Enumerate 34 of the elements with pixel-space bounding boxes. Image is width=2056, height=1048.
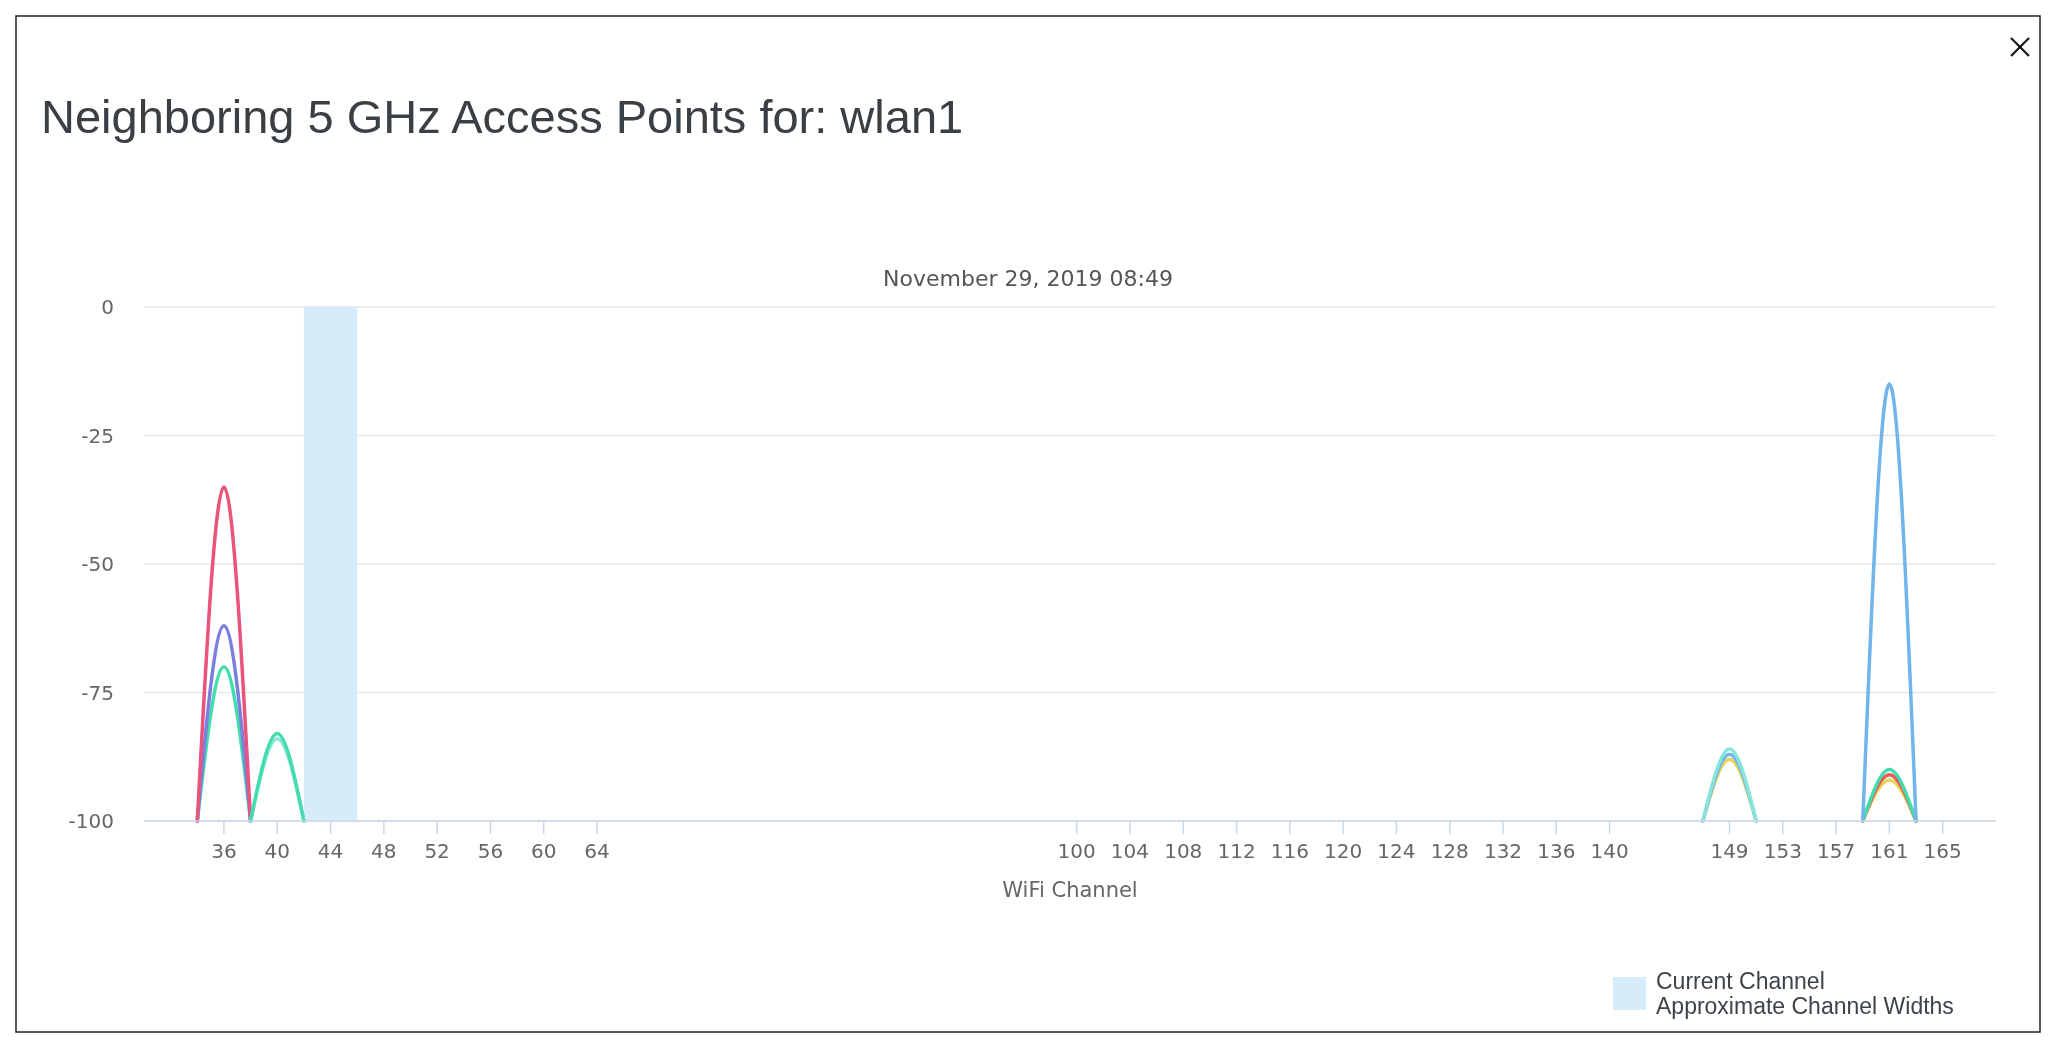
y-tick-label: -25 [81, 423, 114, 448]
chart-title: Neighboring 5 GHz Access Points for: wlan1 [41, 90, 964, 143]
y-tick-label: -100 [68, 809, 114, 833]
y-tick-label: -50 [81, 552, 114, 576]
x-tick-label: 120 [1324, 839, 1363, 863]
x-tick-label: 149 [1710, 839, 1749, 863]
x-tick-label: 100 [1057, 839, 1096, 863]
x-axis-title: WiFi Channel [1002, 878, 1138, 902]
x-tick-label: 132 [1483, 839, 1523, 863]
legend-label: Current Channel [1656, 968, 1825, 994]
x-tick-label: 128 [1430, 839, 1469, 863]
x-tick-label: 60 [530, 839, 557, 863]
x-tick-label: 44 [317, 839, 344, 863]
x-tick-label: 124 [1377, 839, 1416, 863]
text: Approximate Channel Widths [1656, 993, 1954, 1019]
x-tick-label: 157 [1817, 839, 1856, 863]
y-tick-label: -75 [81, 680, 114, 705]
x-tick-label: 165 [1923, 839, 1962, 863]
x-tick-label: 161 [1870, 839, 1909, 863]
x-tick-label: 153 [1763, 839, 1802, 863]
x-tick-label: 56 [477, 839, 504, 863]
x-tick-label: 48 [371, 839, 397, 863]
y-tick-label: 0 [101, 295, 114, 319]
x-tick-label: 104 [1110, 839, 1150, 863]
x-tick-label: 36 [211, 839, 237, 863]
x-tick-label: 116 [1270, 839, 1309, 863]
x-tick-label: 112 [1217, 839, 1256, 863]
x-tick-label: 52 [424, 839, 450, 863]
x-tick-label: 40 [264, 839, 290, 863]
x-tick-label: 64 [584, 839, 610, 863]
x-tick-label: 140 [1590, 839, 1629, 863]
chart-subtitle: November 29, 2019 08:49 [883, 266, 1173, 291]
x-tick-label: 136 [1537, 839, 1576, 863]
x-tick-label: 108 [1164, 839, 1203, 863]
